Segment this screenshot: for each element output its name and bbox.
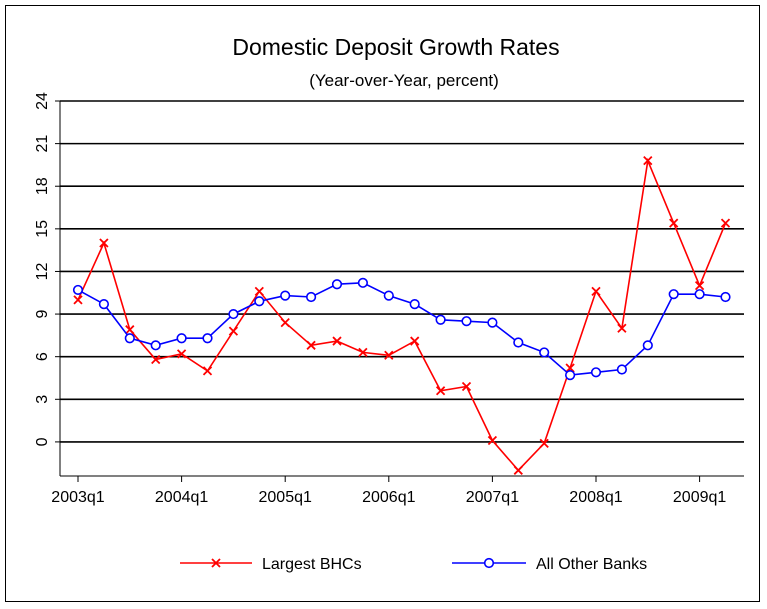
data-point [513,337,524,348]
data-point [357,277,369,288]
series-all-other-banks [72,277,731,381]
y-tick-label: 21 [34,135,51,153]
y-tick-label: 18 [34,177,51,195]
data-point [72,284,84,296]
data-point [306,340,316,350]
data-point [487,435,498,446]
data-point [435,314,446,325]
data-point [669,218,679,228]
data-point [280,317,290,328]
data-point [202,333,213,344]
data-point [591,286,601,296]
y-tick-label: 15 [34,220,51,238]
data-point [617,323,627,333]
legend-label: Largest BHCs [262,556,362,573]
data-point [306,291,317,303]
data-point [668,289,679,300]
data-point [539,438,549,448]
data-point [642,340,653,351]
data-point [331,279,343,290]
data-point [228,308,239,320]
data-point [332,336,342,346]
data-point [694,289,705,300]
data-point [125,325,135,335]
x-tick-label: 2008q1 [569,489,622,506]
legend: Largest BHCs All Other Banks [180,556,647,573]
data-point [720,291,731,303]
data-point [616,364,628,375]
y-tick-label: 12 [34,262,51,280]
data-point [564,370,576,381]
data-point [99,238,109,248]
y-tick-label: 3 [34,395,51,404]
data-point [461,316,472,327]
data-point [487,317,498,328]
legend-label: All Other Banks [536,556,647,573]
x-axis: 2003q1 2004q1 2005q1 2006q1 2007q1 2008q1 2009… [51,475,744,506]
x-tick-label: 2005q1 [259,489,312,506]
data-point [254,296,265,307]
y-axis: 0 3 6 9 12 15 18 21 24 [34,92,61,476]
legend-marker [211,558,221,568]
legend-item: All Other Banks [452,556,647,573]
data-point [383,290,394,301]
data-point [151,354,161,365]
x-tick-label: 2004q1 [155,489,208,506]
data-point [384,350,394,360]
chart-subtitle: (Year-over-Year, percent) [309,71,499,90]
data-point [513,465,523,475]
data-point [98,299,109,310]
data-point [410,336,420,346]
x-tick-label: 2007q1 [466,489,519,506]
series-largest-bhcs [73,156,731,475]
data-point [409,299,420,310]
gridlines [60,100,744,443]
data-point [254,286,264,296]
x-tick-label: 2003q1 [51,489,104,506]
y-tick-label: 6 [34,352,51,361]
data-point [150,340,161,351]
y-tick-label: 0 [34,437,51,446]
y-tick-label: 24 [34,92,51,110]
x-tick-label: 2006q1 [362,489,415,506]
data-point [73,295,83,305]
data-point [124,333,135,344]
data-point [228,326,239,336]
series-line [77,281,726,376]
data-point [694,281,705,291]
series-layer [72,156,731,475]
data-point [176,333,187,344]
chart-title: Domestic Deposit Growth Rates [232,34,559,60]
chart-frame [5,5,760,602]
data-point [435,386,446,396]
data-point [280,290,291,301]
data-point [565,363,575,373]
data-point [176,349,187,359]
legend-marker [483,557,495,569]
data-point [539,347,550,358]
x-tick-label: 2009q1 [673,489,726,506]
data-point [202,366,213,376]
data-point [590,367,602,378]
y-tick-label: 9 [34,310,51,319]
data-point [358,347,368,358]
data-point [643,156,653,166]
data-point [720,218,731,228]
series-line [77,157,727,472]
data-point [461,381,472,392]
legend-item: Largest BHCs [180,556,362,573]
